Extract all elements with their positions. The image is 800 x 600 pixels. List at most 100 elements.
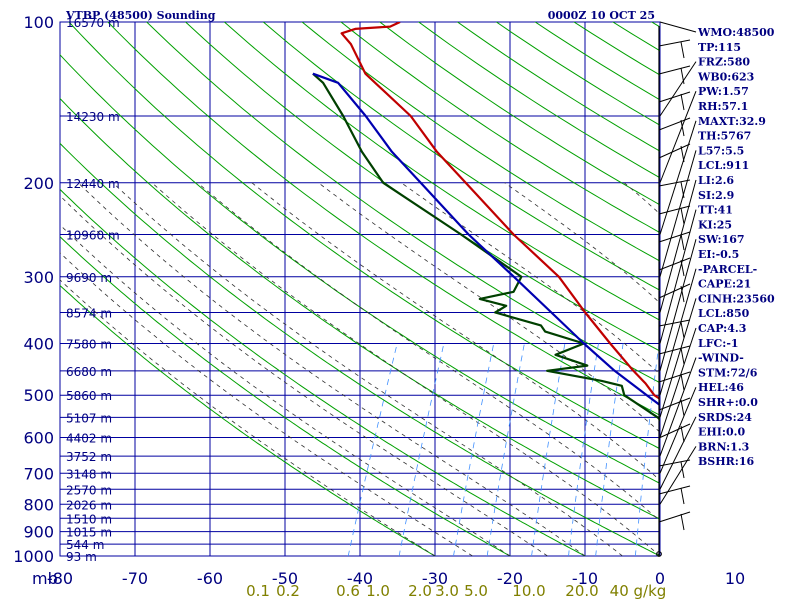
height-label: 7580 m	[66, 338, 112, 352]
height-label: 1510 m	[66, 512, 112, 526]
wind-barb-feather	[680, 399, 685, 417]
moist-adiabat-line	[60, 195, 548, 556]
wind-barb-feather	[680, 181, 685, 199]
wind-barb	[658, 117, 691, 131]
pressure-tick-label: 500	[23, 386, 54, 405]
pressure-tick-label: 600	[23, 429, 54, 448]
sounding-index: LCL:850	[698, 307, 750, 320]
y-unit-label: mb	[32, 569, 58, 588]
curves-layer	[60, 22, 660, 556]
wind-barb	[658, 397, 691, 411]
sounding-index: BSHR:16	[698, 455, 754, 468]
height-label: 9690 m	[66, 271, 112, 285]
temperature-tick-label: -20	[497, 569, 523, 588]
wind-barb	[658, 91, 691, 103]
index-leader-line	[659, 179, 697, 313]
height-label: 3752 m	[66, 450, 112, 464]
wind-barb-feather	[680, 285, 685, 303]
sounding-index: SW:167	[698, 233, 745, 246]
sounding-index: LI:2.6	[698, 174, 734, 187]
wind-barb	[658, 423, 691, 439]
sounding-index: -PARCEL-	[698, 263, 757, 276]
sounding-index: EI:-0.5	[698, 248, 739, 261]
mixing-ratio-line	[453, 343, 495, 556]
sounding-index: PW:1.57	[698, 85, 749, 98]
temperature-tick-label: -40	[347, 569, 373, 588]
sounding-index: SRDS:24	[698, 411, 752, 424]
sounding-index: TH:5767	[698, 130, 751, 143]
mixing-ratio-line	[568, 343, 599, 556]
index-leader-line	[659, 91, 697, 183]
wind-barb	[658, 257, 691, 271]
pressure-tick-label: 200	[23, 174, 54, 193]
wind-barb-feather	[680, 425, 685, 443]
sounding-index: -WIND-	[698, 352, 744, 365]
surface-wind-marker	[656, 551, 662, 557]
mixing-ratio-label: 1.0	[366, 582, 390, 600]
height-label: 10960 m	[66, 228, 120, 242]
pressure-tick-label: 400	[23, 335, 54, 354]
sounding-index: SHR+:0.0	[698, 396, 758, 409]
dry-adiabat-line	[68, 22, 660, 450]
index-leader-line	[659, 21, 697, 33]
wind-barb	[658, 485, 691, 495]
height-label: 14230 m	[66, 110, 120, 124]
wind-barb	[658, 231, 691, 243]
sounding-index: TP:115	[698, 41, 741, 54]
parcel-profile	[312, 72, 660, 407]
mixing-ratio-label: 10.0	[512, 582, 545, 600]
moist-adiabat-line	[60, 279, 436, 556]
dry-adiabat-line	[107, 22, 660, 416]
wind-barb-feather	[680, 41, 685, 59]
mixing-ratio-label: 2.0	[408, 582, 432, 600]
index-leader-line	[659, 387, 697, 474]
wind-barb-feather	[680, 233, 685, 251]
wind-profile	[656, 26, 691, 557]
mixing-ratio-label: 0.2	[276, 582, 300, 600]
height-label: 6680 m	[66, 365, 112, 379]
sounding-index: BRN:1.3	[698, 440, 749, 453]
height-label: 16570 m	[66, 16, 120, 30]
sounding-index: LCL:911	[698, 159, 749, 172]
index-leader-line	[659, 268, 697, 396]
mixing-ratio-label: 20.0	[565, 582, 598, 600]
sounding-index: L57:5.5	[698, 144, 744, 157]
index-leader-line	[659, 239, 697, 371]
chart-date: 0000Z 10 OCT 25	[548, 9, 655, 22]
wind-barb	[658, 283, 691, 299]
temperature-tick-label: -50	[272, 569, 298, 588]
dry-adiabat-line	[60, 97, 660, 520]
dry-adiabat-line	[145, 22, 660, 384]
moist-adiabat-line	[112, 182, 623, 556]
wind-barb	[658, 345, 691, 355]
dewpoint-profile	[312, 72, 660, 422]
sounding-index: KI:25	[698, 218, 732, 231]
temperature-tick-label: -60	[197, 569, 223, 588]
chart-title: VTBP (48500) Sounding	[65, 9, 216, 22]
height-label: 2570 m	[66, 483, 112, 497]
index-leader-line	[659, 298, 697, 418]
height-label: 4402 m	[66, 432, 112, 446]
mixing-ratio-line	[595, 343, 624, 556]
pressure-tick-label: 100	[23, 13, 54, 32]
wind-barb	[658, 511, 691, 523]
wind-barb-feather	[680, 93, 685, 111]
wind-barb	[658, 205, 691, 215]
moist-adiabat-line	[60, 224, 511, 556]
wind-barb	[658, 179, 691, 187]
index-leader-line	[659, 150, 697, 277]
wind-barb	[658, 319, 691, 327]
index-leader-line	[659, 357, 697, 457]
dry-adiabat-line	[262, 22, 660, 291]
index-leader-line	[659, 61, 697, 117]
wind-barb	[658, 459, 691, 467]
pressure-tick-label: 1000	[13, 547, 54, 566]
mixing-ratio-label: 40 g/kg	[610, 582, 667, 600]
mixing-ratio-line	[347, 343, 398, 556]
dry-adiabat-line	[60, 54, 660, 484]
sounding-index: STM:72/6	[698, 366, 758, 379]
dry-adiabat-line	[60, 236, 512, 556]
